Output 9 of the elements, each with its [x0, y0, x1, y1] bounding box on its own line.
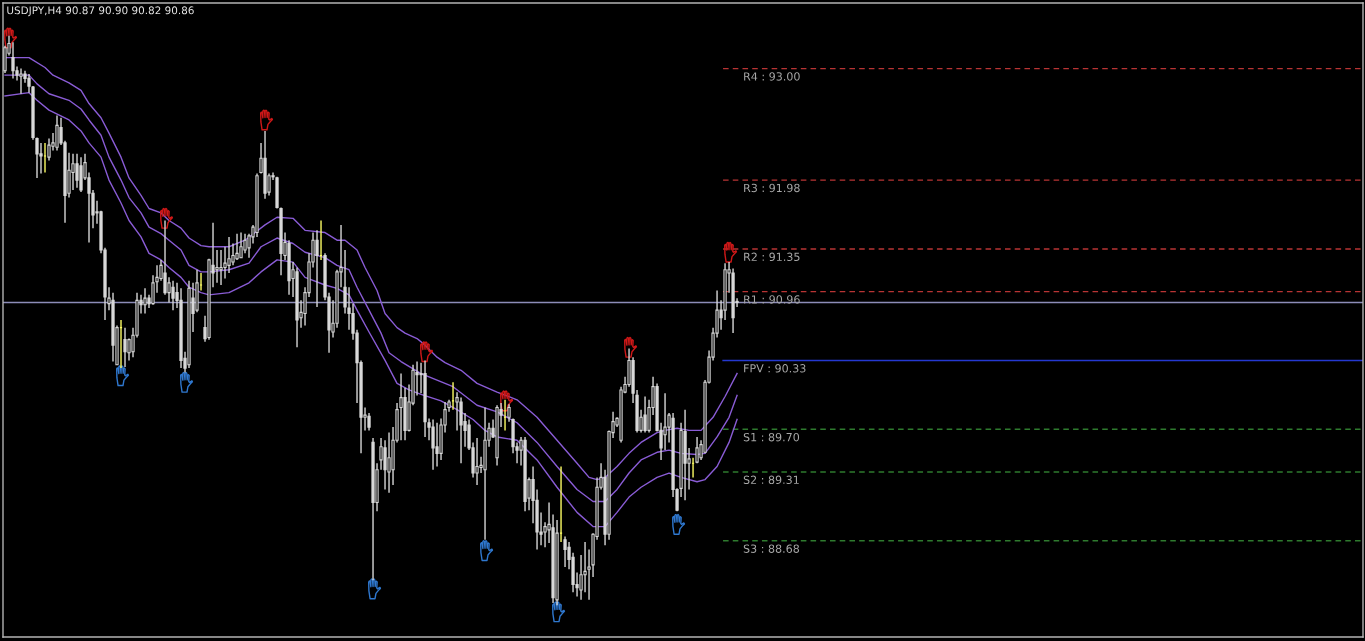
ref-line-label: R1 : 90.96 [744, 295, 800, 304]
ref-line-label: FPV : 90.33 [744, 364, 806, 373]
ref-line-label: R4 : 93.00 [744, 72, 800, 81]
ref-line-label: S3 : 88.68 [743, 544, 800, 553]
ref-line-label: S2 : 89.31 [743, 475, 799, 485]
ref-line-label: R3 : 91.98 [744, 183, 800, 193]
chart-title: USDJPY,H4 90.87 90.90 90.82 90.86 [7, 6, 194, 17]
ref-line-label: S1 : 89.70 [743, 432, 800, 442]
ref-line-label: R2 : 91.35 [744, 252, 800, 262]
